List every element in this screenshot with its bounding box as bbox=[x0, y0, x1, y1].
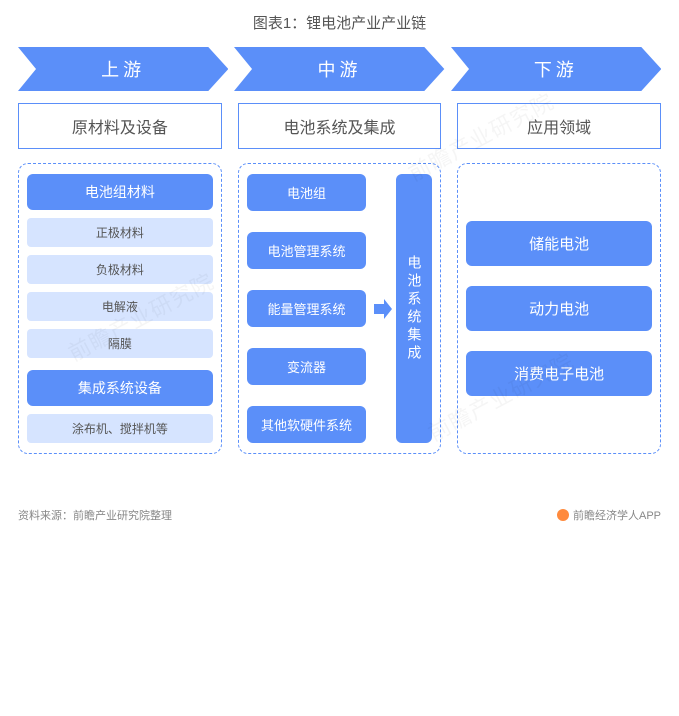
arrow-midstream: 中游 bbox=[234, 47, 444, 91]
source-footer: 资料来源：前瞻产业研究院整理 bbox=[18, 507, 172, 523]
stage-arrows-row: 上游 中游 下游 bbox=[18, 47, 661, 91]
upstream-panel: 电池组材料 正极材料 负极材料 电解液 隔膜 集成系统设备 涂布机、搅拌机等 bbox=[18, 163, 222, 454]
midstream-integrated-box: 电池系统集成 bbox=[396, 174, 432, 443]
upstream-subitem: 电解液 bbox=[27, 292, 213, 321]
midstream-list: 电池组 电池管理系统 能量管理系统 变流器 其他软硬件系统 bbox=[247, 174, 367, 443]
downstream-panel: 储能电池 动力电池 消费电子电池 bbox=[457, 163, 661, 454]
arrow-label: 下游 bbox=[534, 56, 578, 82]
midstream-item: 变流器 bbox=[247, 348, 367, 385]
downstream-item: 储能电池 bbox=[466, 221, 652, 266]
arrow-right-icon bbox=[374, 299, 392, 319]
upstream-group1-title: 电池组材料 bbox=[27, 174, 213, 210]
midstream-item: 电池管理系统 bbox=[247, 232, 367, 269]
upstream-column: 原材料及设备 电池组材料 正极材料 负极材料 电解液 隔膜 集成系统设备 涂布机… bbox=[18, 103, 222, 454]
credit-text: 前瞻经济学人APP bbox=[573, 507, 661, 523]
arrow-label: 中游 bbox=[317, 56, 361, 82]
downstream-list: 储能电池 动力电池 消费电子电池 bbox=[466, 174, 652, 443]
midstream-item: 其他软硬件系统 bbox=[247, 406, 367, 443]
downstream-item: 消费电子电池 bbox=[466, 351, 652, 396]
downstream-item: 动力电池 bbox=[466, 286, 652, 331]
upstream-subitem: 隔膜 bbox=[27, 329, 213, 358]
downstream-header: 应用领域 bbox=[457, 103, 661, 149]
midstream-item: 电池组 bbox=[247, 174, 367, 211]
midstream-column: 电池系统及集成 电池组 电池管理系统 能量管理系统 变流器 其他软硬件系统 电池… bbox=[238, 103, 442, 454]
arrow-label: 上游 bbox=[101, 56, 145, 82]
columns-container: 原材料及设备 电池组材料 正极材料 负极材料 电解液 隔膜 集成系统设备 涂布机… bbox=[18, 103, 661, 454]
midstream-header: 电池系统及集成 bbox=[238, 103, 442, 149]
upstream-subitem: 涂布机、搅拌机等 bbox=[27, 414, 213, 443]
chart-title: 图表1：锂电池产业产业链 bbox=[18, 12, 661, 33]
upstream-header: 原材料及设备 bbox=[18, 103, 222, 149]
upstream-subitem: 负极材料 bbox=[27, 255, 213, 284]
upstream-subitem: 正极材料 bbox=[27, 218, 213, 247]
downstream-column: 应用领域 储能电池 动力电池 消费电子电池 bbox=[457, 103, 661, 454]
midstream-panel: 电池组 电池管理系统 能量管理系统 变流器 其他软硬件系统 电池系统集成 bbox=[238, 163, 442, 454]
arrow-upstream: 上游 bbox=[18, 47, 228, 91]
upstream-group2-title: 集成系统设备 bbox=[27, 370, 213, 406]
credit-icon bbox=[557, 509, 569, 521]
midstream-item: 能量管理系统 bbox=[247, 290, 367, 327]
arrow-downstream: 下游 bbox=[451, 47, 661, 91]
midstream-right-group: 电池系统集成 bbox=[374, 174, 432, 443]
credit-label: 前瞻经济学人APP bbox=[557, 507, 661, 523]
